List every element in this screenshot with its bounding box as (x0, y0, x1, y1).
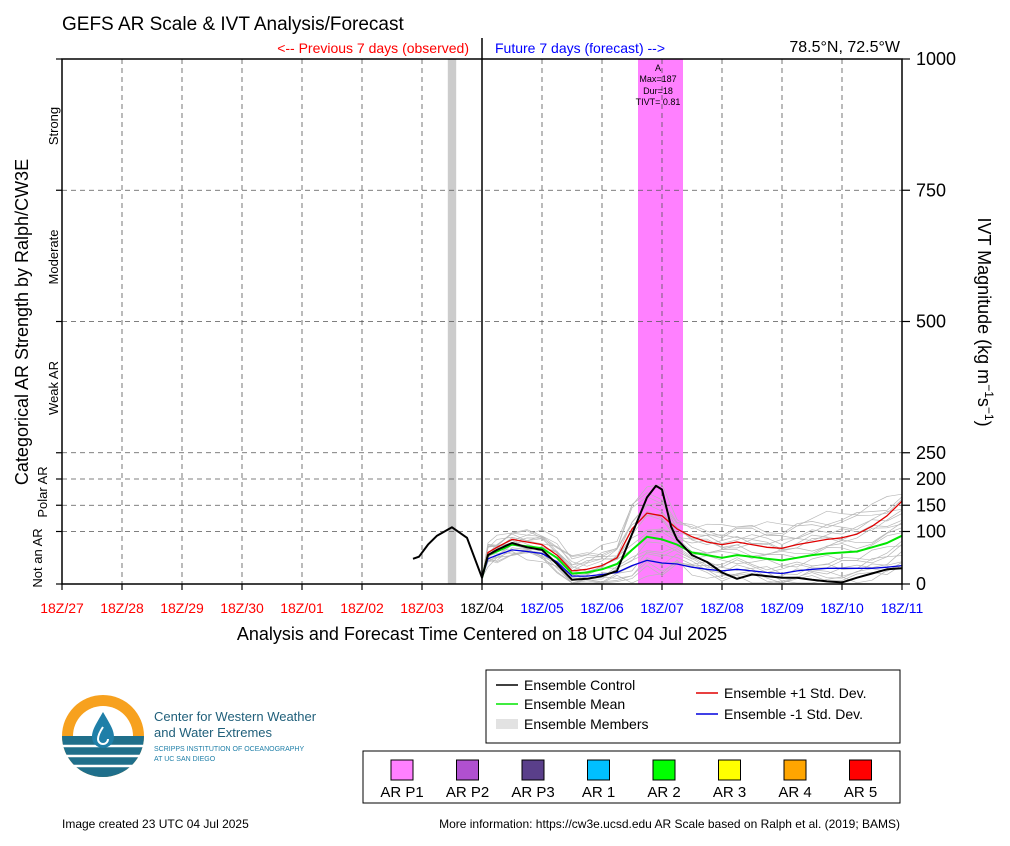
x-tick-label: 18Z/05 (520, 600, 564, 616)
image-created-label: Image created 23 UTC 04 Jul 2025 (62, 817, 249, 831)
x-tick-label: 18Z/11 (881, 600, 924, 616)
legend-label-ar-3: AR 3 (713, 784, 746, 801)
logo-line-3: SCRIPPS INSTITUTION OF OCEANOGRAPHY (154, 746, 304, 753)
series-ensemble-control (412, 484, 903, 584)
left-axis-label: Categorical AR Strength by Ralph/CW3E (12, 159, 32, 485)
ar-event-annotation: A Max=187 Dur=18 TIVT= 0.81 (636, 63, 681, 107)
x-tick-label: 18Z/03 (400, 600, 444, 616)
legend-control: Ensemble Control (524, 677, 635, 693)
legend-swatch-ar-p3 (521, 759, 545, 781)
right-axis-label: IVT Magnitude (kg m−1s−1) (974, 217, 996, 426)
ar-event-max: Max=187 (639, 74, 676, 84)
y-tick-label: 1000 (916, 49, 956, 69)
chart-title: GEFS AR Scale & IVT Analysis/Forecast (62, 14, 404, 35)
more-info-label: More information: https://cw3e.ucsd.edu … (439, 817, 900, 831)
ensemble-member-line (481, 550, 903, 584)
legend-label-ar-p2: AR P2 (446, 784, 489, 801)
plot-area: 0 100 150 200 250 500 750 1000 18Z/27 18Z/28 18Z/2… (40, 38, 956, 616)
legend-plus-std: Ensemble +1 Std. Dev. (724, 685, 867, 701)
previous-days-label: <-- Previous 7 days (observed) (277, 40, 469, 56)
ensemble-member-line (481, 510, 903, 578)
ar-category-legend: AR P1 AR P2 AR P3 AR 1 AR 2 AR 3 AR 4 AR 5 (362, 750, 901, 804)
legend-swatch-ar-p2 (456, 759, 479, 781)
legend-swatch-ar-1 (587, 759, 610, 781)
ensemble-member-line (481, 496, 903, 578)
cw3e-logo: Center for Western Weather and Water Ext… (62, 695, 317, 777)
legend-label-ar-1: AR 1 (582, 784, 615, 801)
legend-label-ar-2: AR 2 (647, 784, 680, 801)
y-tick-label: 250 (916, 443, 946, 463)
ensemble-member-line (481, 543, 903, 580)
ensemble-member-line (481, 551, 903, 584)
x-axis-label: Analysis and Forecast Time Centered on 1… (237, 624, 727, 644)
x-tick-label: 18Z/01 (280, 600, 324, 616)
x-tick-label: 18Z/07 (640, 600, 684, 616)
y-tick-label: 500 (916, 312, 946, 332)
ensemble-member-line (481, 509, 903, 578)
x-tick-label: 18Z/09 (760, 600, 804, 616)
y-tick-label: 0 (916, 574, 926, 594)
location-label: 78.5°N, 72.5°W (789, 39, 901, 56)
legend-label-ar-5: AR 5 (844, 784, 877, 801)
logo-line-4: AT UC SAN DIEGO (154, 756, 216, 763)
legend-swatch-ar-p1 (390, 759, 414, 781)
legend-members: Ensemble Members (524, 716, 649, 732)
legend-swatch-ar-5 (849, 759, 872, 781)
line-legend: Ensemble Control Ensemble Mean Ensemble … (485, 669, 901, 744)
y-tick-label: 100 (916, 522, 946, 542)
x-tick-label: 18Z/27 (40, 600, 84, 616)
series-ensemble-1-std-dev (481, 500, 903, 578)
legend-label-ar-p3: AR P3 (511, 784, 554, 801)
y-tick-label: 750 (916, 180, 946, 200)
x-tick-label: 18Z/06 (580, 600, 624, 616)
category-weak-ar: Weak AR (46, 361, 61, 415)
category-not-an-ar: Not an AR (30, 528, 45, 587)
ensemble-member-line (481, 540, 903, 579)
x-tick-label: 18Z/29 (160, 600, 204, 616)
category-moderate: Moderate (46, 230, 61, 285)
legend-label-ar-4: AR 4 (778, 784, 811, 801)
ar-event-tivt: TIVT= 0.81 (636, 97, 681, 107)
x-tick-label: 18Z/08 (700, 600, 744, 616)
legend-swatch-ar-4 (783, 759, 807, 781)
ensemble-member-line (481, 483, 903, 578)
legend-swatch-ar-3 (718, 759, 741, 781)
future-days-label: Future 7 days (forecast) --> (495, 40, 665, 56)
y-tick-label: 200 (916, 469, 946, 489)
ensemble-member-line (481, 492, 903, 578)
category-polar-ar: Polar AR (35, 466, 50, 517)
x-tick-label: 18Z/04 (460, 600, 504, 616)
x-tick-label: 18Z/30 (220, 600, 264, 616)
ar-event-duration: Dur=18 (643, 86, 673, 96)
legend-minus-std: Ensemble -1 Std. Dev. (724, 706, 863, 722)
legend-swatch-ar-2 (652, 759, 676, 781)
x-tick-label: 18Z/10 (820, 600, 864, 616)
series-ensemble-1-std-dev (481, 549, 903, 578)
legend-mean: Ensemble Mean (524, 696, 625, 712)
logo-line-2: and Water Extremes (154, 725, 273, 740)
legend-label-ar-p1: AR P1 (380, 784, 423, 801)
category-strong: Strong (46, 107, 61, 145)
logo-line-1: Center for Western Weather (154, 709, 317, 724)
ar-event-id: A (655, 63, 661, 73)
x-tick-label: 18Z/02 (340, 600, 384, 616)
x-tick-label: 18Z/28 (100, 600, 144, 616)
y-tick-label: 150 (916, 495, 946, 515)
